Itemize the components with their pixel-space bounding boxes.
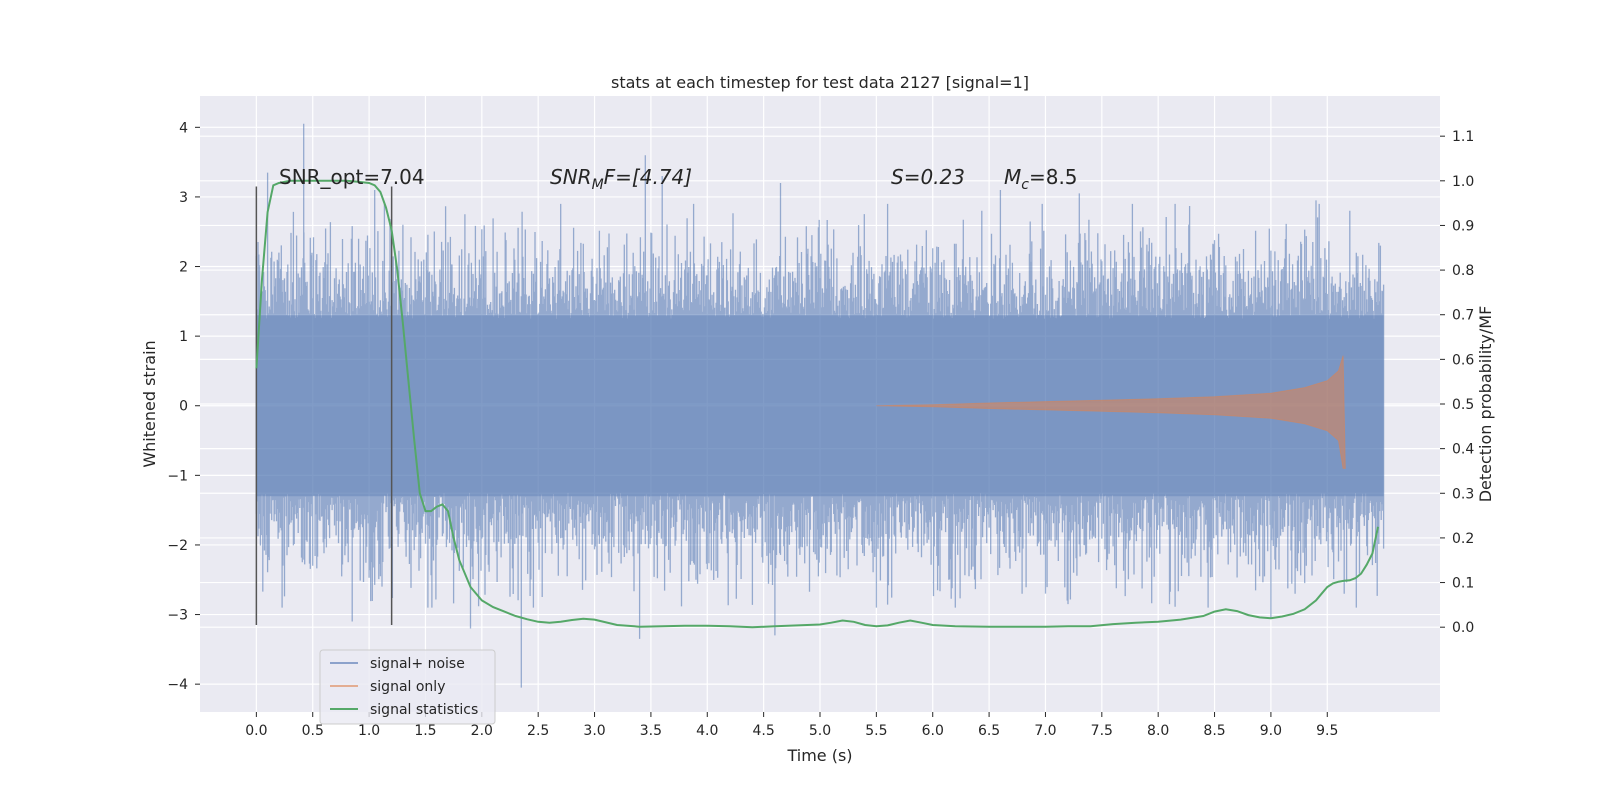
y-right-tick-label: 0.1 <box>1452 576 1474 592</box>
annotation-mc-sub: c <box>1021 177 1029 193</box>
chart-title: stats at each timestep for test data 212… <box>611 73 1029 92</box>
legend-label-signal-noise: signal+ noise <box>370 656 465 672</box>
y-left-tick-label: −1 <box>167 468 188 484</box>
annotation-snr-mf-base: SNR <box>550 165 592 189</box>
x-tick-label: 2.5 <box>527 723 549 739</box>
x-tick-label: 7.0 <box>1034 723 1056 739</box>
y-right-tick-label: 0.6 <box>1452 352 1474 368</box>
annotation-mc: Mc=8.5 <box>1004 165 1078 193</box>
y-left-tick-label: −3 <box>167 608 188 624</box>
tick-labels: 0.0 0.5 1.0 1.5 2.0 2.5 3.0 3.5 4.0 4.5 5.0 5.5 6.0 6… <box>167 120 1474 739</box>
x-tick-label: 2.0 <box>471 723 493 739</box>
y-right-tick-label: 0.9 <box>1452 218 1474 234</box>
y-right-tick-label: 1.1 <box>1452 129 1474 145</box>
x-tick-label: 9.5 <box>1316 723 1338 739</box>
y-right-tick-label: 0.8 <box>1452 263 1474 279</box>
legend-label-signal-statistics: signal statistics <box>370 702 478 718</box>
annotation-snr-mf-tail: F=[4.74] <box>604 165 692 189</box>
x-tick-label: 3.0 <box>583 723 605 739</box>
x-tick-label: 0.5 <box>302 723 324 739</box>
x-tick-label: 5.5 <box>865 723 887 739</box>
x-tick-label: 8.0 <box>1147 723 1169 739</box>
annotation-snr-mf: SNRMF=[4.74] <box>550 165 692 193</box>
annotation-s-stat: S=0.23 <box>891 165 965 189</box>
y-right-tick-label: 0.2 <box>1452 531 1474 547</box>
annotation-mc-tail: =8.5 <box>1029 165 1078 189</box>
x-tick-label: 0.0 <box>245 723 267 739</box>
legend: signal+ noise signal only signal statist… <box>319 649 496 725</box>
y-left-tick-label: 1 <box>179 329 188 345</box>
y-left-tick-label: 2 <box>179 260 188 276</box>
x-tick-label: 1.5 <box>414 723 436 739</box>
signal-only-envelope <box>876 355 1346 469</box>
y-right-tick-label: 1.0 <box>1452 174 1474 190</box>
y-axis-right-label: Detection probability/MF <box>1476 306 1495 503</box>
y-axis-left-label: Whitened strain <box>140 340 159 467</box>
x-axis-label: Time (s) <box>786 746 852 765</box>
x-tick-label: 6.5 <box>978 723 1000 739</box>
y-left-tick-label: −4 <box>167 677 188 693</box>
x-tick-label: 4.0 <box>696 723 718 739</box>
x-tick-label: 3.5 <box>640 723 662 739</box>
y-left-tick-label: 0 <box>179 399 188 415</box>
y-left-tick-label: 3 <box>179 190 188 206</box>
x-tick-label: 9.0 <box>1260 723 1282 739</box>
x-tick-label: 1.0 <box>358 723 380 739</box>
y-right-tick-label: 0.5 <box>1452 397 1474 413</box>
annotation-mc-base: M <box>1004 165 1021 189</box>
vertical-markers <box>255 186 393 625</box>
x-tick-label: 6.0 <box>922 723 944 739</box>
legend-box <box>319 649 496 725</box>
y-left-tick-label: −2 <box>167 538 188 554</box>
signal-only-series <box>876 355 1346 469</box>
y-right-tick-label: 0.0 <box>1452 620 1474 636</box>
x-tick-label: 8.5 <box>1203 723 1225 739</box>
x-tick-label: 5.0 <box>809 723 831 739</box>
signal-statistics-line <box>255 179 1379 629</box>
x-tick-label: 4.5 <box>753 723 775 739</box>
y-right-tick-label: 0.7 <box>1452 308 1474 324</box>
annotation-snr-mf-sub: M <box>592 177 604 193</box>
y-left-tick-label: 4 <box>179 120 188 136</box>
y-right-tick-label: 0.3 <box>1452 486 1474 502</box>
signal-statistics-series <box>255 179 1379 629</box>
y-right-tick-label: 0.4 <box>1452 442 1474 458</box>
annotation-snr-opt: SNR_opt=7.04 <box>279 165 425 189</box>
x-tick-label: 7.5 <box>1091 723 1113 739</box>
legend-label-signal-only: signal only <box>370 679 445 695</box>
